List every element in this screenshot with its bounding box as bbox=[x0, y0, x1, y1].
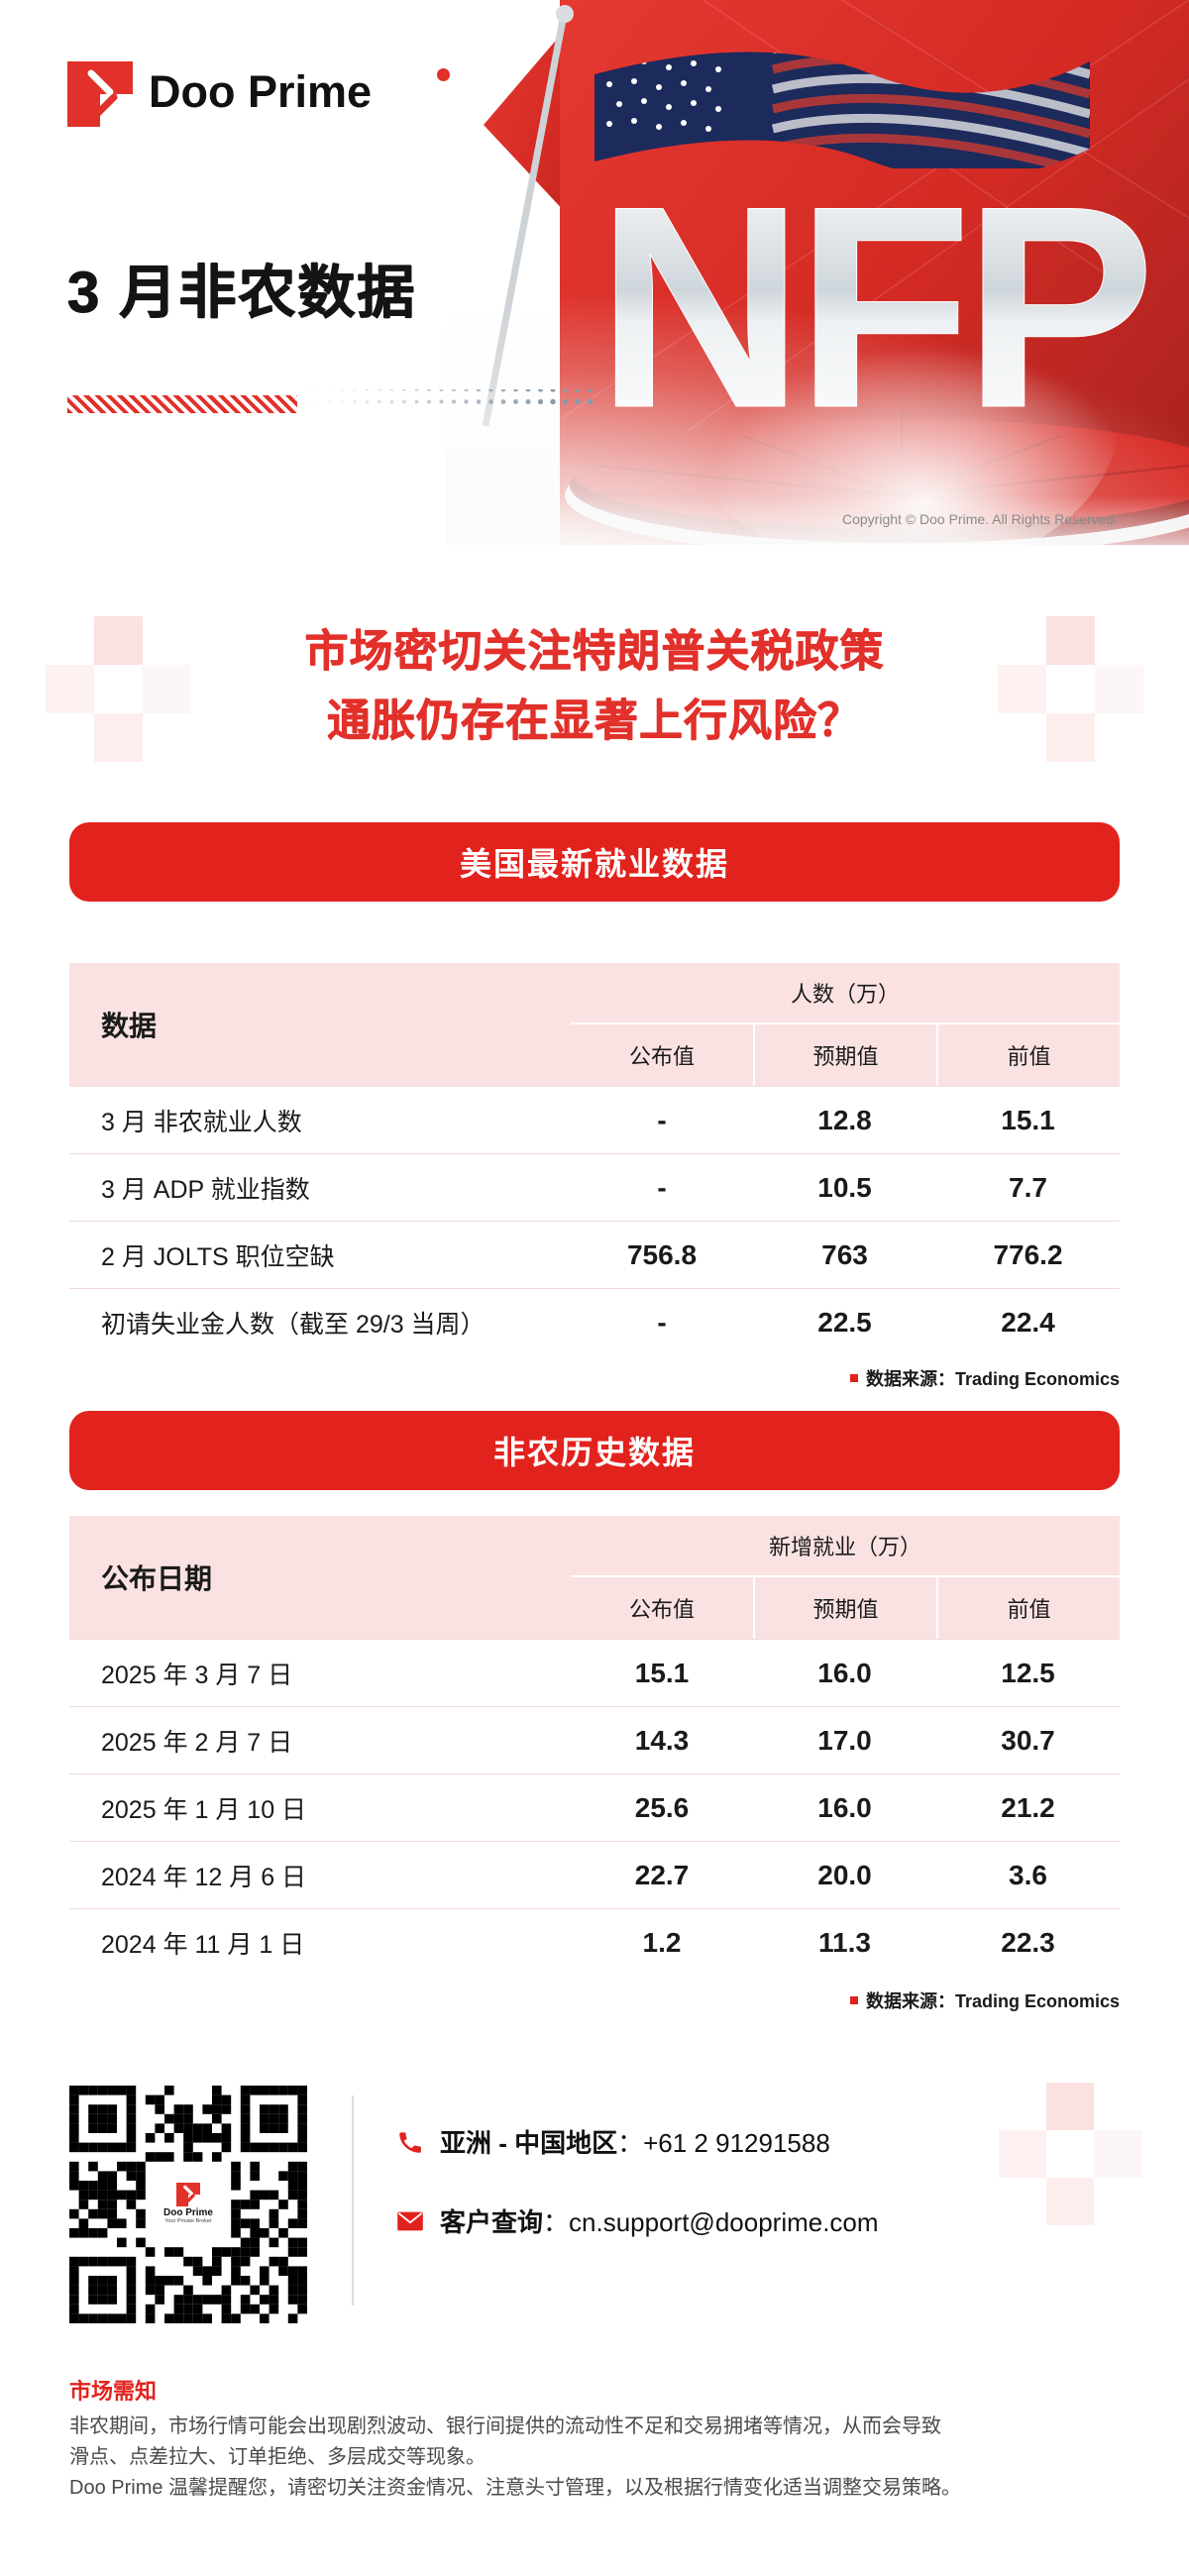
svg-text:NFP: NFP bbox=[596, 147, 1147, 468]
